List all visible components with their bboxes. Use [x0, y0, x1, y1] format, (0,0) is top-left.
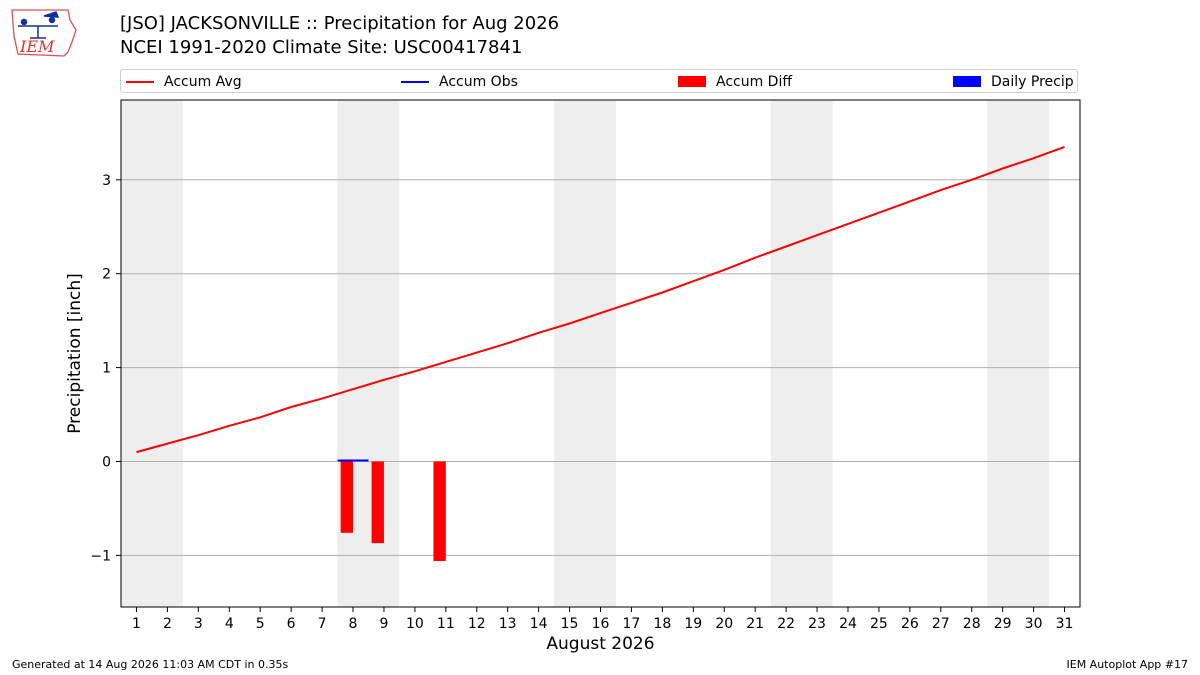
weekend-band-3 — [554, 100, 616, 607]
chart-legend: Accum Avg Accum Obs Accum Diff Daily Pre… — [120, 69, 1078, 93]
legend-label-accum-diff: Accum Diff — [716, 74, 793, 90]
x-tick-label-7: 7 — [318, 616, 327, 632]
bar-accum-diff-9 — [371, 461, 384, 544]
bar-accum-diff-8 — [340, 461, 354, 533]
legend-swatch-accum-diff — [678, 76, 706, 87]
y-tick-label-0: 0 — [102, 454, 111, 470]
x-tick-label-17: 17 — [623, 616, 641, 632]
x-tick-label-5: 5 — [256, 616, 265, 632]
autoplot-app-label: IEM Autoplot App #17 — [1066, 658, 1189, 671]
x-tick-label-22: 22 — [777, 616, 795, 632]
x-tick-label-12: 12 — [468, 616, 486, 632]
legend-label-accum-obs: Accum Obs — [439, 74, 518, 90]
x-tick-label-1: 1 — [132, 616, 141, 632]
y-tick-label-3: 3 — [102, 173, 111, 189]
x-tick-label-11: 11 — [437, 616, 455, 632]
x-tick-label-10: 10 — [406, 616, 424, 632]
series-line-accum-avg — [136, 145, 1065, 454]
x-tick-label-26: 26 — [901, 616, 919, 632]
x-axis-label: August 2026 — [546, 634, 654, 654]
x-tick-label-15: 15 — [561, 616, 579, 632]
x-tick-label-8: 8 — [349, 616, 358, 632]
x-tick-label-20: 20 — [715, 616, 733, 632]
x-tick-label-31: 31 — [1056, 616, 1074, 632]
x-tick-label-6: 6 — [287, 616, 296, 632]
x-tick-label-9: 9 — [379, 616, 388, 632]
x-tick-label-28: 28 — [963, 616, 981, 632]
generated-timestamp: Generated at 14 Aug 2026 11:03 AM CDT in… — [12, 658, 289, 671]
weekend-band-4 — [770, 100, 833, 607]
bar-accum-diff-11 — [433, 461, 446, 561]
y-tick-label-2: 2 — [102, 267, 111, 283]
x-tick-label-16: 16 — [592, 616, 610, 632]
x-tick-label-27: 27 — [932, 616, 950, 632]
chart-title: [JSO] JACKSONVILLE :: Precipitation for … — [120, 13, 560, 34]
weekend-band-5 — [987, 100, 1050, 607]
iem-logo: IEM — [11, 9, 77, 57]
y-tick-label--1: −1 — [90, 548, 111, 564]
weather-station-icon — [18, 11, 60, 39]
x-tick-label-18: 18 — [653, 616, 671, 632]
x-tick-label-3: 3 — [194, 616, 203, 632]
legend-swatch-accum-obs — [401, 81, 429, 83]
x-tick-label-30: 30 — [1025, 616, 1043, 632]
x-tick-label-2: 2 — [163, 616, 172, 632]
chart-subtitle: NCEI 1991-2020 Climate Site: USC00417841 — [120, 37, 523, 58]
x-tick-label-29: 29 — [994, 616, 1012, 632]
legend-swatch-daily-precip — [953, 76, 981, 87]
x-tick-label-19: 19 — [684, 616, 702, 632]
iowa-state-outline-icon — [11, 9, 77, 57]
weekend-band-1 — [121, 100, 183, 607]
y-axis-label: Precipitation [inch] — [65, 273, 85, 434]
x-tick-label-21: 21 — [746, 616, 764, 632]
x-tick-label-24: 24 — [839, 616, 857, 632]
x-tick-label-4: 4 — [225, 616, 234, 632]
legend-swatch-accum-avg — [126, 81, 154, 83]
x-tick-label-23: 23 — [808, 616, 826, 632]
iem-logo-text: IEM — [19, 37, 55, 56]
legend-label-accum-avg: Accum Avg — [164, 74, 242, 90]
x-tick-label-13: 13 — [499, 616, 517, 632]
x-tick-label-14: 14 — [530, 616, 548, 632]
x-tick-label-25: 25 — [870, 616, 888, 632]
legend-label-daily-precip: Daily Precip — [991, 74, 1074, 90]
y-tick-label-1: 1 — [102, 361, 111, 377]
